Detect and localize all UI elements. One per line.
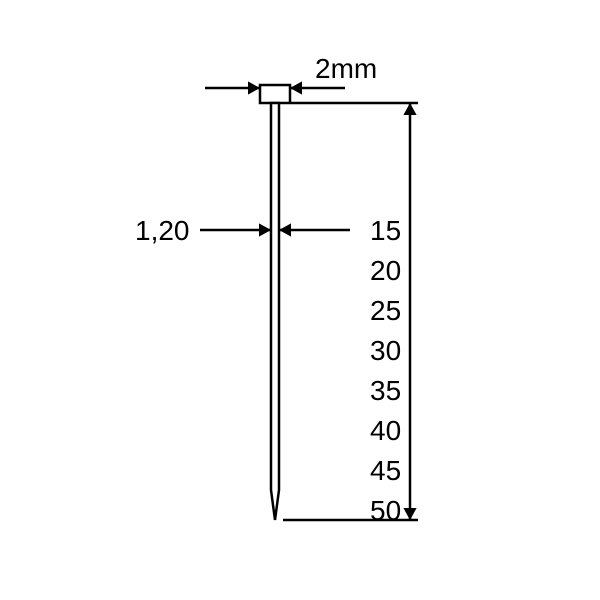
length-value-25: 25 [370,295,401,326]
nail-shaft [271,103,279,520]
length-value-50: 50 [370,495,401,526]
dim-shaft-right-arrow [279,223,291,236]
length-value-35: 35 [370,375,401,406]
dim-length-arrow-bottom [403,508,416,520]
dim-head-right-arrow [290,81,302,94]
length-value-20: 20 [370,255,401,286]
length-value-45: 45 [370,455,401,486]
dimension-diagram: 2mm 1,20 15 20 25 30 35 40 45 50 [0,0,600,600]
dim-shaft-label: 1,20 [135,215,190,246]
dim-head-left-arrow [248,81,260,94]
length-value-30: 30 [370,335,401,366]
length-value-15: 15 [370,215,401,246]
dim-shaft-left-arrow [259,223,271,236]
dim-length-arrow-top [403,103,416,115]
length-value-40: 40 [370,415,401,446]
nail-head [260,85,290,103]
dim-head-label: 2mm [315,53,377,84]
